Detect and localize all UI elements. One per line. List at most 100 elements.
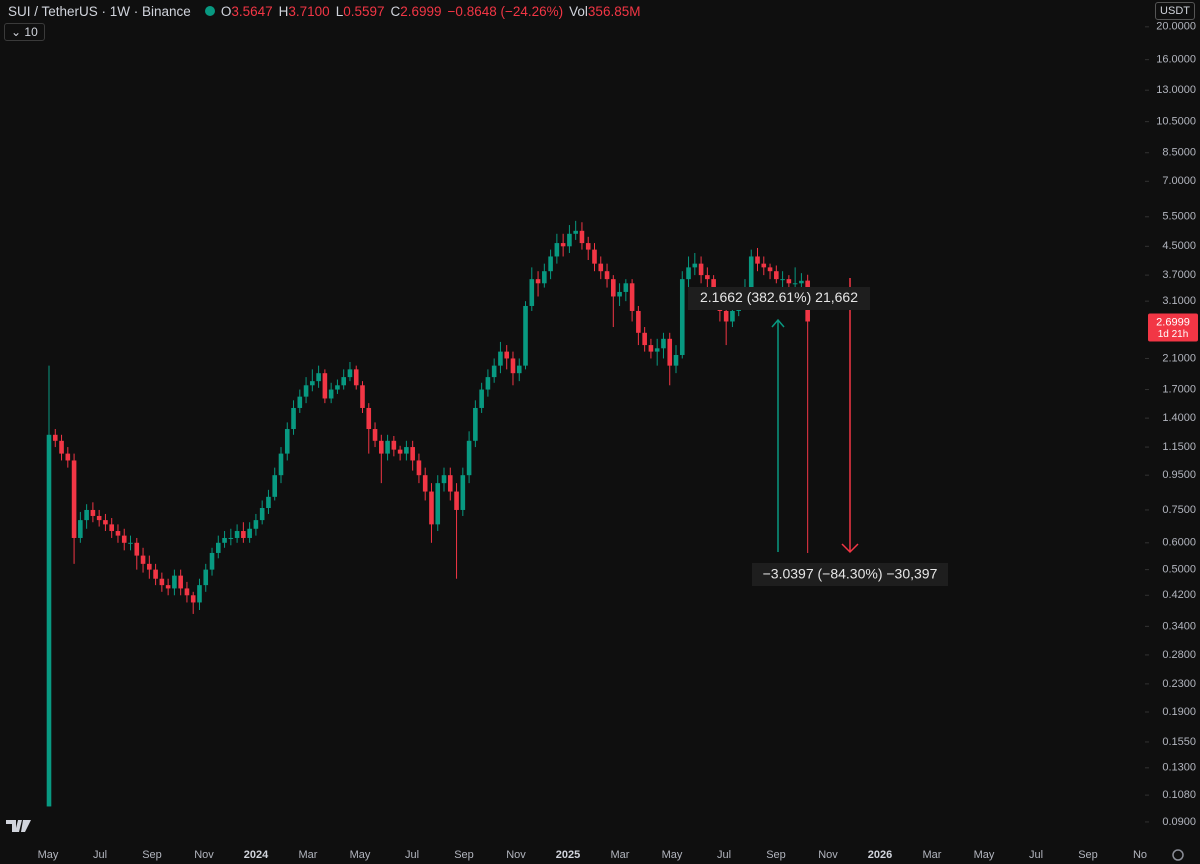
candle-body [253,520,259,529]
h-value: 3.7100 [288,3,330,19]
candle-body [71,460,77,538]
candle-body [322,373,328,399]
candle-body [190,595,196,603]
change: −0.8648 (−24.26%) [447,3,564,19]
candle-body [579,230,585,244]
x-tick-label: Jul [93,849,107,861]
status-dot [204,6,215,16]
indicator-toggle[interactable]: ⌄ 10 [4,23,45,41]
y-tick-label: 1.7000 [1162,383,1196,395]
candle-body [698,263,704,276]
candle-body [147,563,152,570]
c-value: 2.6999 [400,3,442,19]
candle-body [328,389,334,399]
candle-body [234,531,240,538]
candle-body [711,279,716,292]
x-tick-label: Mar [923,849,942,861]
indicator-count: 10 [24,25,38,39]
candle-body [404,447,409,454]
candle-body [473,407,478,441]
candle-body [523,305,528,366]
candle-body [447,475,453,492]
y-tick-label: 0.2300 [1162,678,1196,690]
candle-body [90,509,96,516]
candle-body [78,520,83,538]
y-tick-label: 0.4200 [1162,589,1196,601]
candle-body [667,338,673,366]
candle-body [679,279,685,355]
candle-body [222,537,227,543]
y-tick-label: 0.1550 [1162,736,1196,748]
candle-body [103,520,108,525]
candle-body [755,256,760,264]
price-tag-countdown: 1d 21h [1158,329,1189,340]
candle-body [65,453,71,461]
x-tick-label: 2026 [868,849,892,861]
candle-body [623,283,629,292]
y-tick-label: 0.3400 [1162,620,1196,632]
candle-body [416,460,422,476]
candle-body [485,377,491,390]
candle-body [347,369,353,378]
candle-body [673,354,679,366]
currency-button[interactable]: USDT [1155,2,1195,20]
candle-body [335,385,340,390]
y-tick-label: 0.0900 [1162,816,1196,828]
x-tick-label: May [662,849,683,861]
candle-body [498,351,503,366]
candle-body [272,475,278,497]
candle-body [573,230,578,234]
candle-body [598,263,604,272]
candle-body [284,429,290,454]
candle-body [692,263,698,268]
candle-body [491,365,497,378]
candle-body [792,283,798,285]
candle-body [767,267,773,272]
x-tick-label: 2024 [244,849,269,861]
settings-icon[interactable] [1172,849,1184,861]
candle-body [604,271,610,280]
candle-body [52,434,58,441]
candle-body [748,256,754,288]
y-tick-label: 0.6000 [1162,537,1196,549]
candle-body [648,345,654,352]
candle-body [297,396,303,408]
candle-body [454,491,459,510]
candle-body [479,389,484,408]
candle-body [441,475,447,484]
x-tick-label: No [1133,849,1147,861]
measure-label: 2.1662 (382.61%) 21,662 [700,289,858,305]
x-tick-label: Sep [766,849,786,861]
candle-body [84,509,89,521]
x-tick-label: May [38,849,59,861]
candle-body [316,373,321,382]
candle-body [341,377,346,386]
y-tick-label: 3.7000 [1162,269,1196,281]
candle-body [259,508,265,521]
candle-body [140,555,146,564]
vol-label: Vol [569,3,588,19]
h-label: H [278,3,289,19]
measure-label-box [752,563,948,586]
y-tick-label: 0.1900 [1162,706,1196,718]
candle-body [153,569,158,579]
candle-body [535,279,541,284]
candle-body [510,358,516,374]
candle-body [353,369,359,386]
candle-body [611,279,616,297]
y-tick-label: 1.1500 [1162,441,1196,453]
x-tick-label: Nov [818,849,838,861]
candle-body [730,310,735,322]
measure-arrowhead [771,318,785,328]
candle-body [567,233,572,247]
y-tick-label: 0.1080 [1162,789,1196,801]
candle-body [360,385,365,408]
symbol[interactable]: SUI / TetherUS · 1W · Binance [8,3,191,19]
candle-body [548,256,553,272]
y-tick-label: 0.5000 [1162,564,1196,576]
candle-body [178,575,183,589]
x-tick-label: Mar [299,849,318,861]
